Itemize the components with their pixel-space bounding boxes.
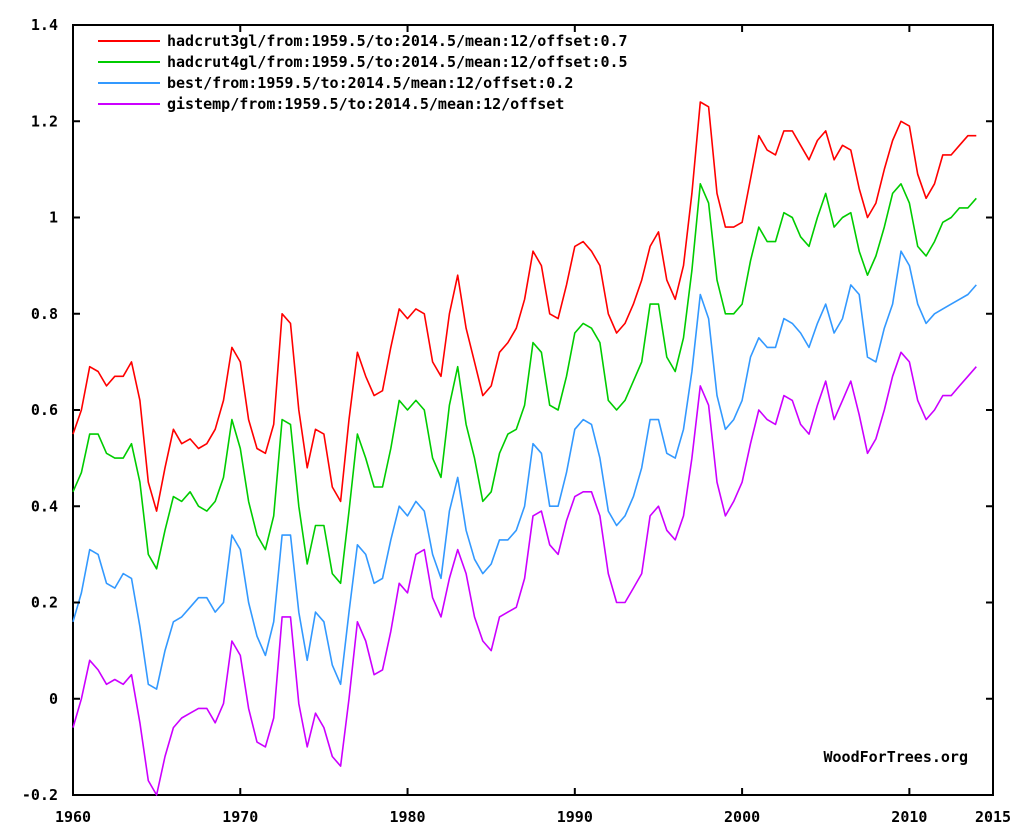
y-tick-label: 1.2 — [31, 112, 58, 130]
legend-label-3: best/from:1959.5/to:2014.5/mean:12/offse… — [167, 74, 573, 92]
legend: hadcrut3gl/from:1959.5/to:2014.5/mean:12… — [98, 32, 628, 113]
x-tick-label: 1960 — [55, 808, 91, 826]
y-tick-label: 1.4 — [31, 16, 58, 34]
x-tick-label: 2000 — [724, 808, 760, 826]
x-tick-label: 1980 — [389, 808, 425, 826]
x-tick-label: 1990 — [557, 808, 593, 826]
y-tick-label: 0.2 — [31, 594, 58, 612]
y-tick-label: 0.8 — [31, 305, 58, 323]
x-tick-label: 2010 — [891, 808, 927, 826]
legend-label-4: gistemp/from:1959.5/to:2014.5/mean:12/of… — [167, 95, 564, 113]
y-tick-label: 0.4 — [31, 497, 58, 515]
series-line-3 — [72, 250, 977, 690]
y-tick-label: 0.6 — [31, 401, 58, 419]
series-line-4 — [72, 351, 977, 796]
series-line-1 — [72, 101, 977, 512]
series-layer — [72, 101, 977, 796]
axis-layer: 1960 1970 1980 1990 2000 2010 2015 -0.2 0 0.2 0.4 0… — [22, 16, 1011, 826]
series-line-2 — [72, 183, 977, 585]
credit-label: WoodForTrees.org — [824, 748, 969, 766]
plot-area — [72, 24, 994, 796]
legend-label-1: hadcrut3gl/from:1959.5/to:2014.5/mean:12… — [167, 32, 628, 50]
legend-label-2: hadcrut4gl/from:1959.5/to:2014.5/mean:12… — [167, 53, 628, 71]
x-tick-label: 1970 — [222, 808, 258, 826]
y-tick-label: 1 — [49, 209, 58, 227]
x-tick-label: 2015 — [975, 808, 1011, 826]
y-tick-label: -0.2 — [22, 786, 58, 804]
y-tick-label: 0 — [49, 690, 58, 708]
